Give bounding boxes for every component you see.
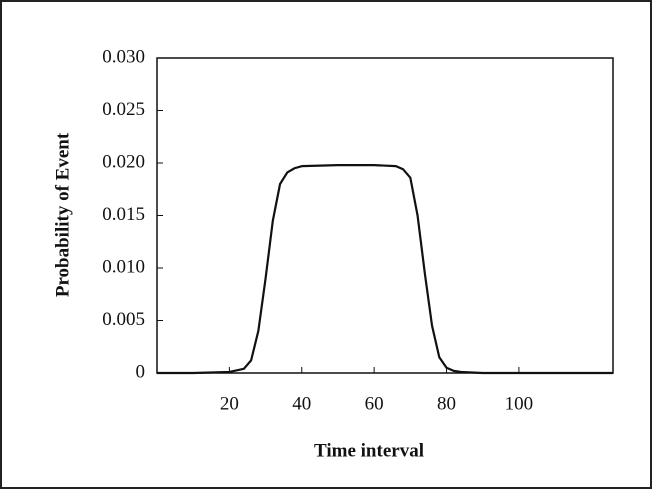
- x-tick-label: 20: [220, 393, 239, 414]
- plot-frame: [156, 57, 614, 374]
- y-axis-title: Probability of Event: [52, 132, 73, 297]
- y-tick-label: 0.025: [102, 99, 145, 120]
- y-tick-label: 0.005: [102, 309, 145, 330]
- y-tick-label: 0.030: [102, 46, 145, 67]
- y-tick-label: 0.020: [102, 151, 145, 172]
- x-tick-label: 100: [505, 393, 534, 414]
- y-tick-label: 0.015: [102, 204, 145, 225]
- x-tick-label: 40: [292, 393, 311, 414]
- y-tick-label: 0.010: [102, 256, 145, 277]
- x-axis-title: Time interval: [314, 440, 424, 461]
- x-tick-label: 80: [437, 393, 456, 414]
- x-tick-label: 60: [365, 393, 384, 414]
- data-line: [157, 164, 613, 375]
- y-tick-label: 0: [136, 361, 146, 382]
